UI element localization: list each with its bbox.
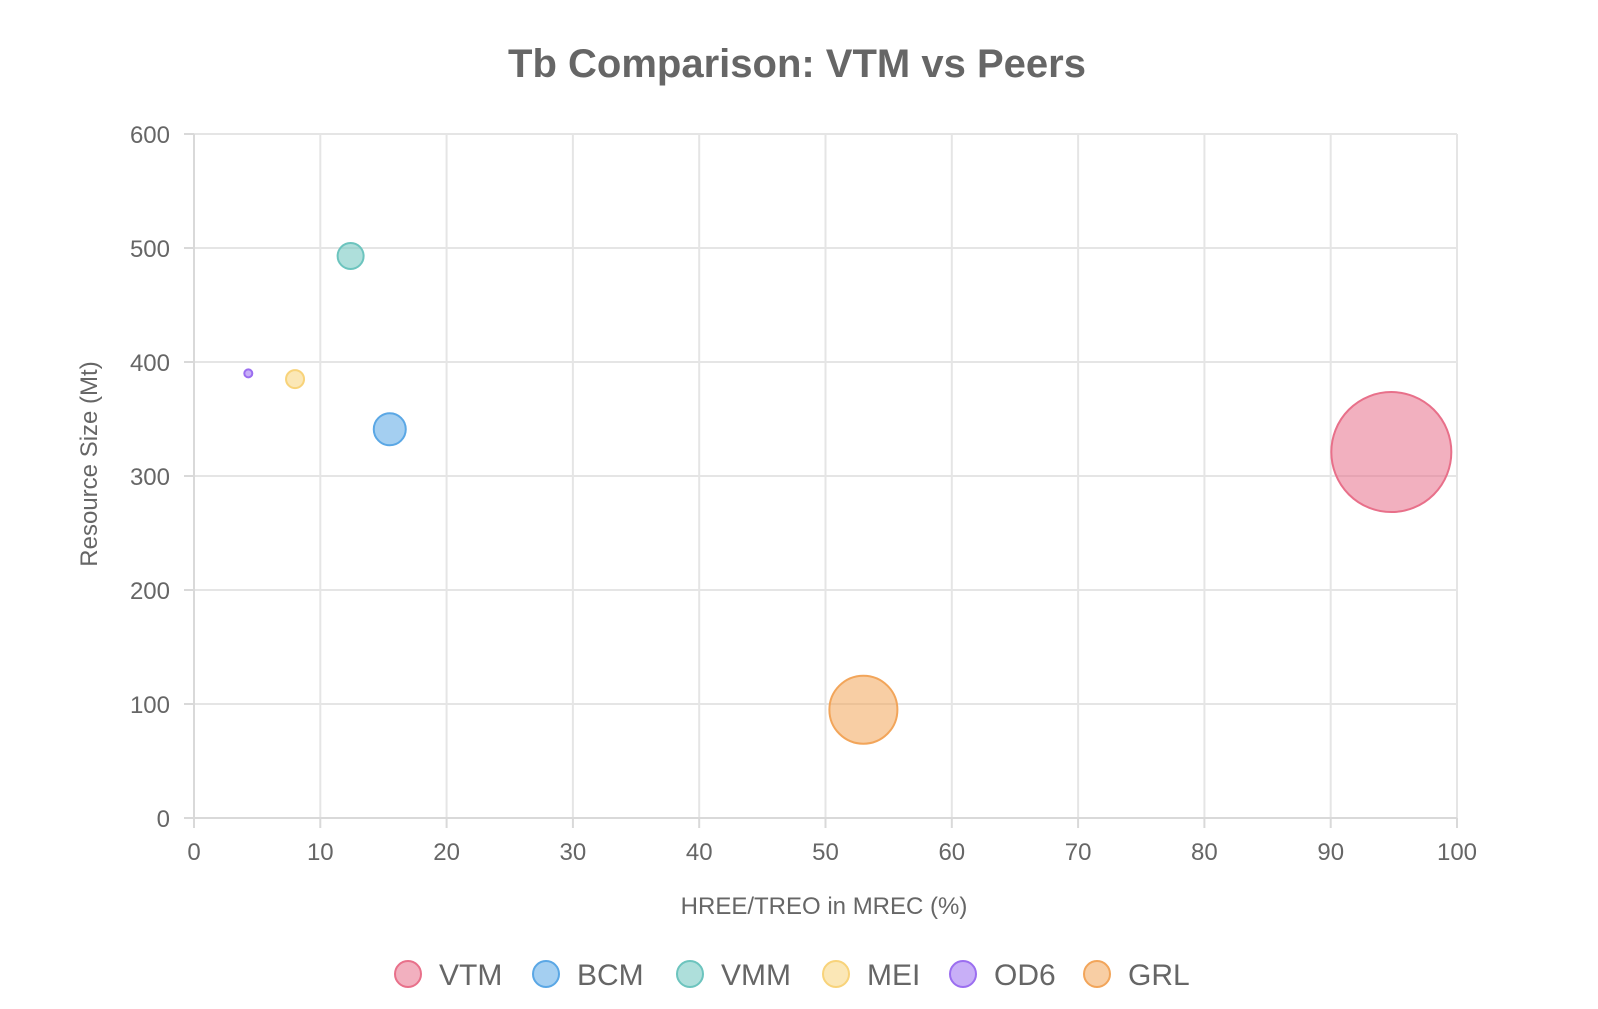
x-tick-label: 30 bbox=[560, 839, 587, 866]
legend-label-vtm[interactable]: VTM bbox=[439, 959, 502, 992]
y-tick-label: 500 bbox=[130, 236, 170, 263]
axes bbox=[184, 133, 1458, 828]
legend-marker-od6[interactable] bbox=[949, 960, 977, 988]
bubble-od6[interactable] bbox=[243, 368, 254, 379]
legend-marker-vmm[interactable] bbox=[676, 960, 704, 988]
tick-labels: 0 10 20 30 40 50 60 70 80 90 100 0 100 200 300 400 500 60… bbox=[130, 122, 1477, 866]
x-tick-label: 0 bbox=[187, 839, 200, 866]
x-tick-label: 70 bbox=[1065, 839, 1092, 866]
x-tick-label: 100 bbox=[1437, 839, 1477, 866]
legend-label-vmm[interactable]: VMM bbox=[721, 959, 791, 992]
legend-label-bcm[interactable]: BCM bbox=[577, 959, 644, 992]
y-tick-label: 300 bbox=[130, 464, 170, 491]
x-tick-label: 90 bbox=[1317, 839, 1344, 866]
y-tick-label: 400 bbox=[130, 350, 170, 377]
x-tick-label: 40 bbox=[686, 839, 713, 866]
x-tick-label: 60 bbox=[938, 839, 965, 866]
x-tick-label: 10 bbox=[307, 839, 334, 866]
x-axis-title: HREE/TREO in MREC (%) bbox=[681, 893, 968, 920]
bubble-mei[interactable] bbox=[285, 369, 306, 390]
x-tick-label: 80 bbox=[1191, 839, 1218, 866]
bubble-grl[interactable] bbox=[828, 674, 899, 745]
chart-title: Tb Comparison: VTM vs Peers bbox=[508, 42, 1086, 86]
legend-label-grl[interactable]: GRL bbox=[1128, 959, 1190, 992]
bubble-vmm[interactable] bbox=[336, 241, 365, 270]
x-tick-label: 20 bbox=[433, 839, 460, 866]
y-tick-label: 600 bbox=[130, 122, 170, 149]
y-tick-label: 100 bbox=[130, 692, 170, 719]
bubbles bbox=[243, 241, 1453, 745]
legend[interactable]: VTM BCM VMM MEI OD6 GRL bbox=[394, 959, 1190, 992]
bubble-bcm[interactable] bbox=[372, 412, 407, 447]
y-tick-label: 0 bbox=[157, 806, 170, 833]
y-axis-title: Resource Size (Mt) bbox=[76, 361, 103, 566]
legend-marker-vtm[interactable] bbox=[394, 960, 422, 988]
y-tick-label: 200 bbox=[130, 578, 170, 605]
legend-marker-bcm[interactable] bbox=[532, 960, 560, 988]
legend-marker-mei[interactable] bbox=[822, 960, 850, 988]
bubble-vtm[interactable] bbox=[1330, 391, 1453, 514]
legend-label-od6[interactable]: OD6 bbox=[994, 959, 1056, 992]
legend-marker-grl[interactable] bbox=[1083, 960, 1111, 988]
x-tick-label: 50 bbox=[812, 839, 839, 866]
legend-label-mei[interactable]: MEI bbox=[867, 959, 920, 992]
grid-lines bbox=[193, 133, 1458, 819]
